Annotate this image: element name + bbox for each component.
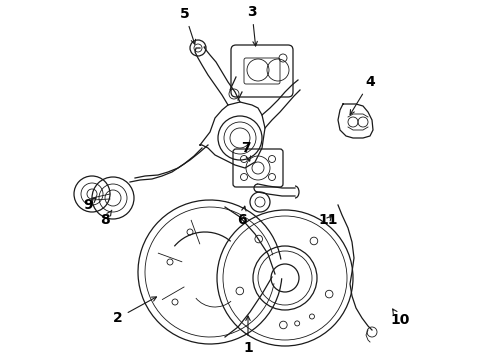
Text: 11: 11 [318,213,338,227]
Text: 7: 7 [241,141,251,161]
Text: 5: 5 [180,7,196,44]
Text: 9: 9 [83,198,96,212]
Text: 6: 6 [237,206,247,227]
Text: 8: 8 [100,210,112,227]
Text: 2: 2 [113,297,156,325]
Text: 3: 3 [247,5,257,46]
Text: 4: 4 [350,75,375,114]
Text: 10: 10 [391,309,410,327]
Text: 1: 1 [243,316,253,355]
